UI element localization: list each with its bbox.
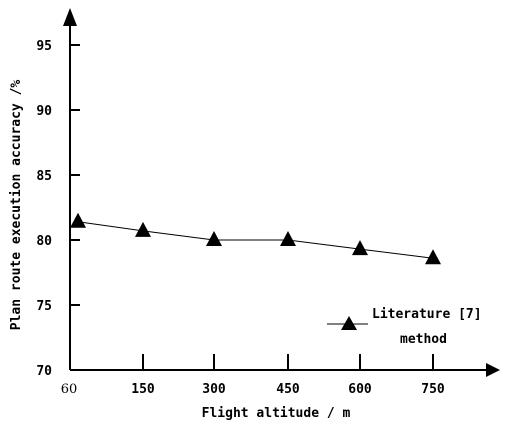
- x-tick-label: 60: [61, 382, 78, 397]
- y-axis-ticks: 70 75 80 85 90 95: [36, 39, 80, 379]
- y-tick-label: 75: [36, 299, 52, 314]
- legend-label-line1: Literature [7]: [372, 307, 482, 322]
- data-point-triangle: [206, 231, 222, 246]
- series-line: [77, 221, 434, 259]
- x-tick-label: 150: [131, 382, 155, 397]
- data-series: [70, 212, 441, 265]
- y-axis-arrow: [63, 8, 77, 26]
- y-tick-label: 90: [36, 104, 52, 119]
- data-point-triangle: [70, 212, 86, 228]
- y-tick-label: 80: [36, 234, 52, 249]
- x-tick-label: 300: [202, 382, 226, 397]
- y-tick-label: 95: [36, 39, 52, 54]
- x-tick-label: 600: [348, 382, 372, 397]
- y-tick-label: 70: [36, 364, 52, 379]
- data-point-triangle: [135, 221, 151, 237]
- x-tick-label: 750: [421, 382, 445, 397]
- legend-label-line2: method: [400, 332, 447, 347]
- legend: Literature [7] method: [327, 307, 482, 347]
- x-axis-arrow: [486, 363, 500, 377]
- data-point-triangle: [280, 231, 296, 246]
- x-axis-ticks: 60 150 300 450 600 750: [61, 354, 445, 397]
- x-axis-title: Flight altitude / m: [202, 406, 351, 421]
- y-axis-title: Plan route execution accuracy /%: [9, 80, 24, 331]
- x-tick-label: 450: [276, 382, 300, 397]
- y-tick-label: 85: [36, 169, 52, 184]
- chart-axes: [63, 8, 500, 377]
- data-point-triangle: [352, 240, 368, 256]
- data-point-triangle: [425, 249, 441, 265]
- legend-marker: [341, 316, 357, 330]
